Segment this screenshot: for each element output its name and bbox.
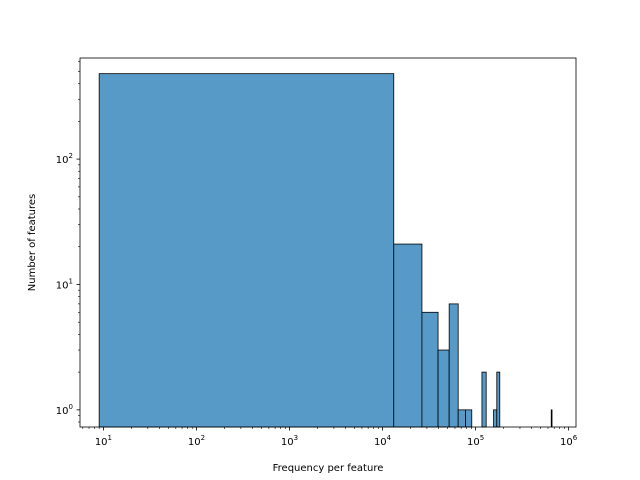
histogram-bar bbox=[393, 243, 423, 428]
x-axis-label: Frequency per feature bbox=[273, 463, 384, 474]
y-tick-label: 102 bbox=[56, 152, 73, 166]
histogram-bar bbox=[448, 303, 459, 428]
x-tick-label: 103 bbox=[281, 434, 298, 448]
x-tick-label: 101 bbox=[95, 434, 112, 448]
histogram-bar bbox=[481, 371, 487, 428]
plot-frame bbox=[79, 57, 577, 428]
y-tick-label: 101 bbox=[56, 277, 73, 291]
y-tick-label: 100 bbox=[56, 403, 73, 417]
histogram-bar bbox=[493, 409, 498, 428]
histogram-bar bbox=[496, 371, 501, 428]
histogram-bar bbox=[98, 73, 395, 428]
x-tick-label: 102 bbox=[188, 434, 205, 448]
x-tick-label: 106 bbox=[560, 434, 578, 448]
histogram-bar bbox=[421, 311, 439, 428]
histogram-bar bbox=[550, 409, 553, 428]
x-tick-label: 104 bbox=[374, 434, 392, 448]
histogram-bar bbox=[465, 409, 473, 428]
histogram-bar bbox=[437, 349, 450, 428]
histogram-bar bbox=[457, 409, 466, 428]
x-tick-label: 105 bbox=[467, 434, 484, 448]
y-axis-label: Number of features bbox=[27, 194, 38, 291]
